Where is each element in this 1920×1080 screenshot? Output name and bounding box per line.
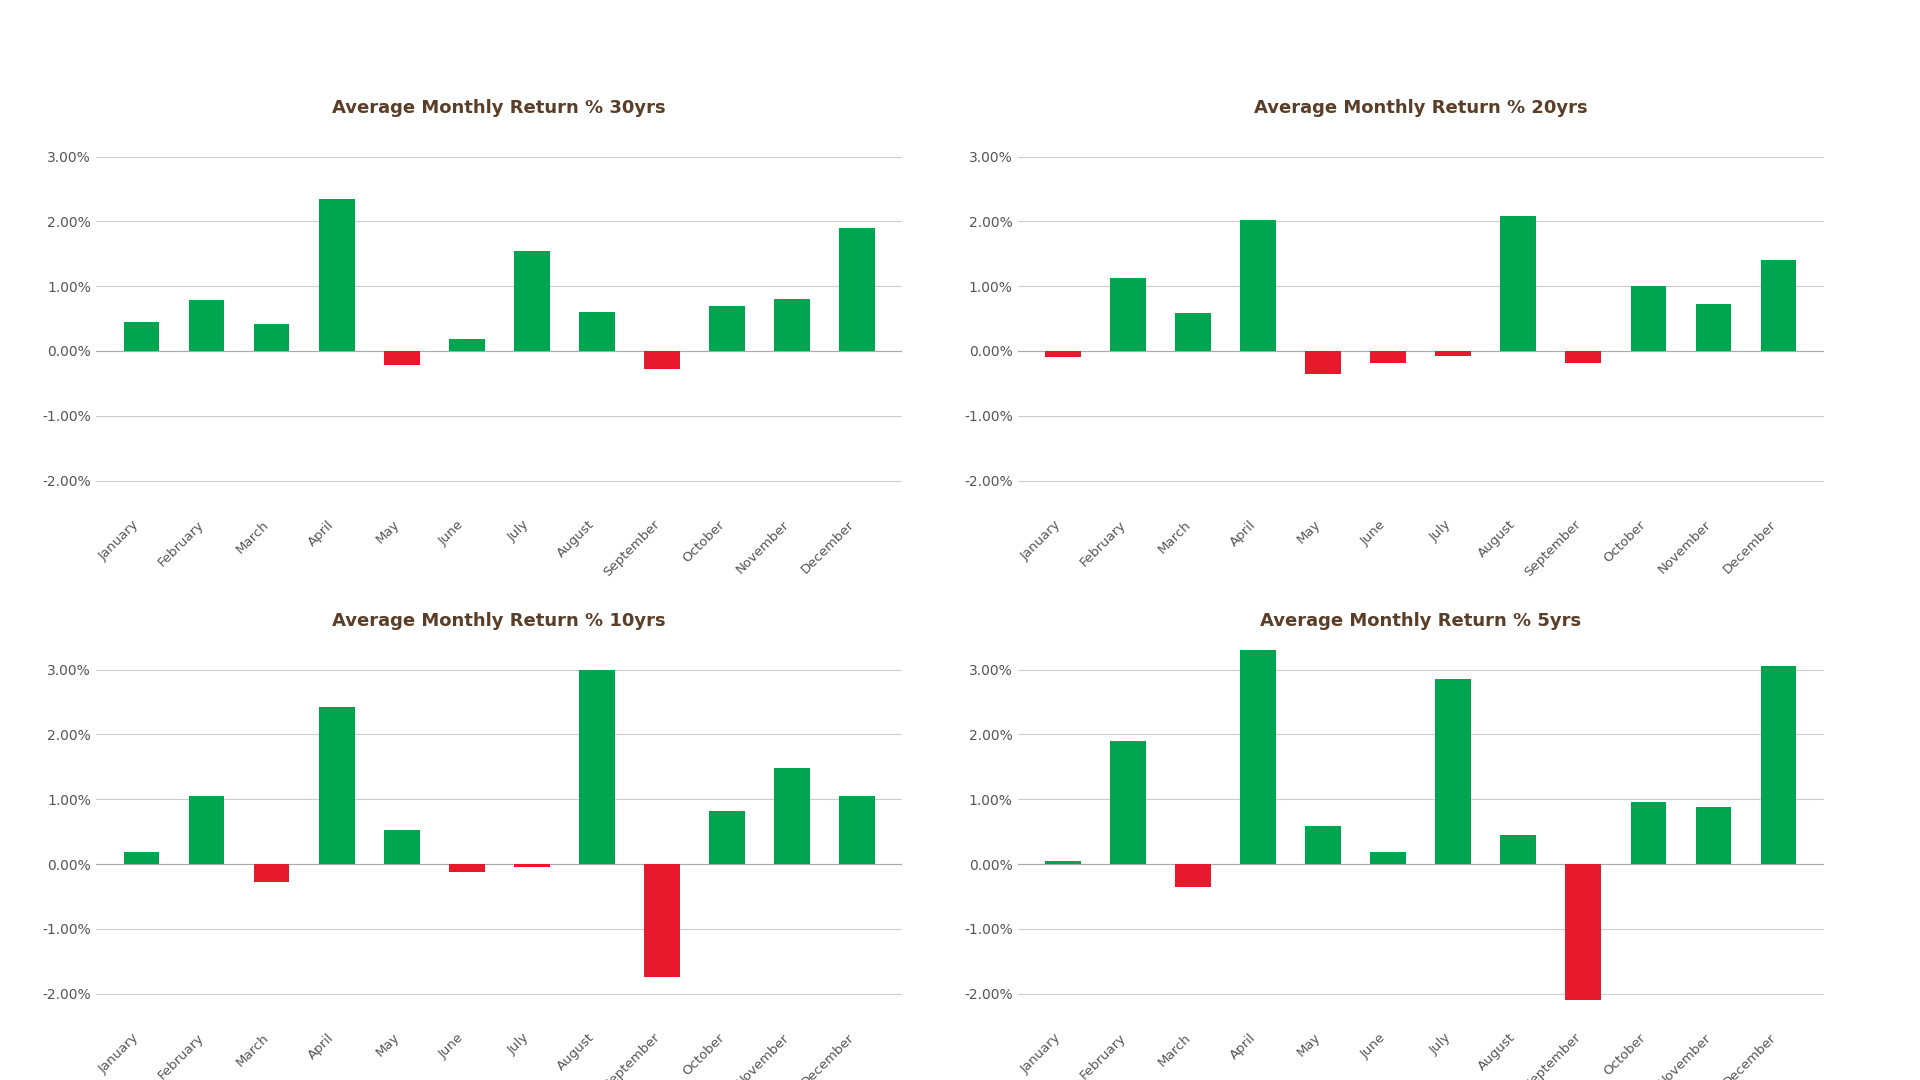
Bar [1695,807,1732,864]
Bar [1175,864,1212,887]
Bar [253,864,290,882]
Bar [1630,802,1667,864]
Bar [1306,351,1342,374]
Bar [515,864,549,867]
Bar [1695,305,1732,351]
Bar [1500,835,1536,864]
Bar [1500,216,1536,351]
Bar [188,796,225,864]
Title: Average Monthly Return % 5yrs: Average Monthly Return % 5yrs [1260,612,1582,630]
Bar [1761,666,1797,864]
Bar [123,852,159,864]
Bar [1565,351,1601,363]
Bar [578,312,614,351]
Bar [1436,351,1471,356]
Bar [449,339,484,351]
Bar [578,670,614,864]
Bar [449,864,484,872]
Text: ASX All Ords Total Return Seasonality: ASX All Ords Total Return Seasonality [35,49,1275,106]
Bar [1044,351,1081,357]
Title: Average Monthly Return % 10yrs: Average Monthly Return % 10yrs [332,612,666,630]
Bar [123,322,159,351]
Bar [1306,826,1342,864]
Bar [643,351,680,369]
Bar [384,351,420,365]
Bar [1175,313,1212,351]
Bar [515,251,549,351]
Bar [708,306,745,351]
Bar [839,796,876,864]
Bar [1240,650,1277,864]
Text: Market Index: Market Index [1630,60,1878,94]
Bar [708,811,745,864]
Bar [643,864,680,977]
Bar [319,199,355,351]
Bar [839,228,876,351]
Bar [1110,279,1146,351]
Bar [1371,351,1405,363]
Bar [253,324,290,351]
Bar [1761,260,1797,351]
Bar [774,299,810,351]
Bar [1044,861,1081,864]
Bar [1240,220,1277,351]
Bar [319,707,355,864]
Bar [384,831,420,864]
Title: Average Monthly Return % 20yrs: Average Monthly Return % 20yrs [1254,99,1588,117]
Bar [1630,286,1667,351]
Bar [1436,679,1471,864]
Bar [1565,864,1601,1000]
Bar [1110,741,1146,864]
Title: Average Monthly Return % 30yrs: Average Monthly Return % 30yrs [332,99,666,117]
Text: ↗: ↗ [1757,42,1780,70]
Bar [1371,852,1405,864]
Bar [774,768,810,864]
Bar [188,300,225,351]
